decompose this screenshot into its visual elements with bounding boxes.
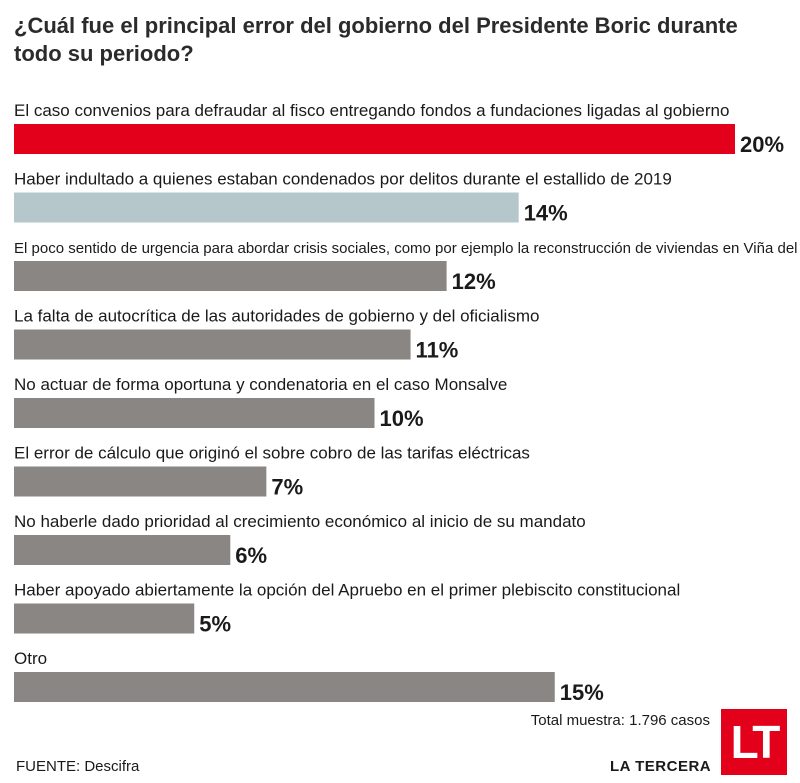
source-note: FUENTE: Descifra bbox=[16, 758, 140, 775]
bar bbox=[14, 329, 411, 360]
chart-title: ¿Cuál fue el principal error del gobiern… bbox=[14, 13, 738, 66]
bar bbox=[14, 398, 375, 428]
bar bbox=[14, 261, 447, 291]
category-label: El poco sentido de urgencia para abordar… bbox=[14, 240, 800, 257]
logo-text: LT bbox=[730, 716, 781, 768]
value-label: 11% bbox=[416, 338, 459, 363]
sample-size-note: Total muestra: 1.796 casos bbox=[530, 712, 710, 729]
bar bbox=[14, 124, 735, 154]
category-label: El caso convenios para defraudar al fisc… bbox=[14, 101, 729, 120]
value-label: 5% bbox=[199, 612, 231, 637]
value-label: 15% bbox=[560, 680, 604, 705]
bar bbox=[14, 192, 519, 223]
la-tercera-logo: LT bbox=[721, 709, 787, 775]
value-label: 20% bbox=[740, 132, 784, 157]
value-label: 6% bbox=[235, 543, 267, 568]
bar bbox=[14, 603, 195, 634]
category-label: No haberle dado prioridad al crecimiento… bbox=[14, 512, 586, 531]
value-label: 12% bbox=[452, 269, 496, 294]
category-label: Otro bbox=[14, 649, 47, 668]
category-label: Haber apoyado abiertamente la opción del… bbox=[14, 581, 680, 600]
bar bbox=[14, 466, 267, 497]
value-label: 7% bbox=[271, 475, 303, 500]
category-label: No actuar de forma oportuna y condenator… bbox=[14, 375, 507, 394]
category-label: El error de cálculo que originó el sobre… bbox=[14, 444, 530, 463]
category-label: Haber indultado a quienes estaban conden… bbox=[14, 170, 672, 189]
bar bbox=[14, 672, 555, 702]
bar bbox=[14, 535, 231, 565]
category-label: La falta de autocrítica de las autoridad… bbox=[14, 307, 539, 326]
value-label: 14% bbox=[524, 201, 568, 226]
bar-chart: El caso convenios para defraudar al fisc… bbox=[14, 101, 800, 705]
value-label: 10% bbox=[380, 406, 424, 431]
brand-name: LA TERCERA bbox=[610, 758, 712, 775]
